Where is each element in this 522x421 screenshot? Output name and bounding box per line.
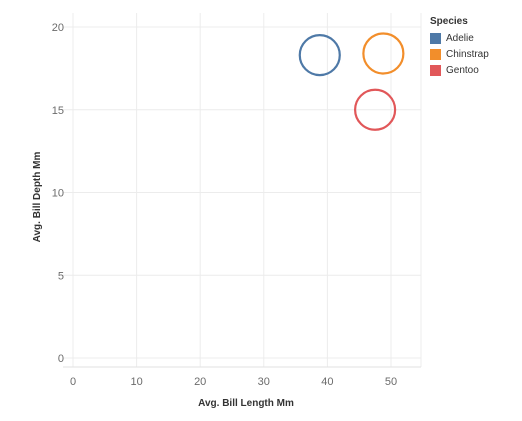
y-tick-label-10: 10 xyxy=(52,188,64,200)
data-points xyxy=(298,32,405,131)
point-adelie xyxy=(298,34,341,77)
x-tick-label-30: 30 xyxy=(258,376,270,388)
x-tick-label-10: 10 xyxy=(130,376,142,388)
x-tick-label-0: 0 xyxy=(70,376,76,388)
y-tick-label-0: 0 xyxy=(58,353,64,365)
legend-item-gentoo[interactable]: Gentoo xyxy=(430,62,489,78)
point-gentoo xyxy=(354,88,397,131)
legend-item-adelie[interactable]: Adelie xyxy=(430,30,489,46)
x-axis-title: Avg. Bill Length Mm xyxy=(198,398,294,409)
y-tick-label-20: 20 xyxy=(52,22,64,34)
legend: Species Adelie Chinstrap Gentoo xyxy=(430,16,489,78)
tick-labels: 0 10 20 30 40 50 0 5 10 15 20 xyxy=(52,22,397,388)
legend-item-chinstrap[interactable]: Chinstrap xyxy=(430,46,489,62)
x-tick-label-20: 20 xyxy=(194,376,206,388)
y-tick-label-5: 5 xyxy=(58,270,64,282)
legend-label-chinstrap: Chinstrap xyxy=(446,48,489,60)
x-tick-label-40: 40 xyxy=(321,376,333,388)
y-tick-label-15: 15 xyxy=(52,105,64,117)
y-axis-title: Avg. Bill Depth Mm xyxy=(32,152,43,243)
legend-label-gentoo: Gentoo xyxy=(446,64,479,76)
legend-swatch-gentoo xyxy=(430,64,441,76)
legend-label-adelie: Adelie xyxy=(446,32,474,44)
legend-title: Species xyxy=(430,16,468,27)
legend-swatch-chinstrap xyxy=(430,48,441,60)
x-tick-label-50: 50 xyxy=(385,376,397,388)
point-chinstrap xyxy=(362,32,405,75)
legend-swatch-adelie xyxy=(430,32,441,44)
